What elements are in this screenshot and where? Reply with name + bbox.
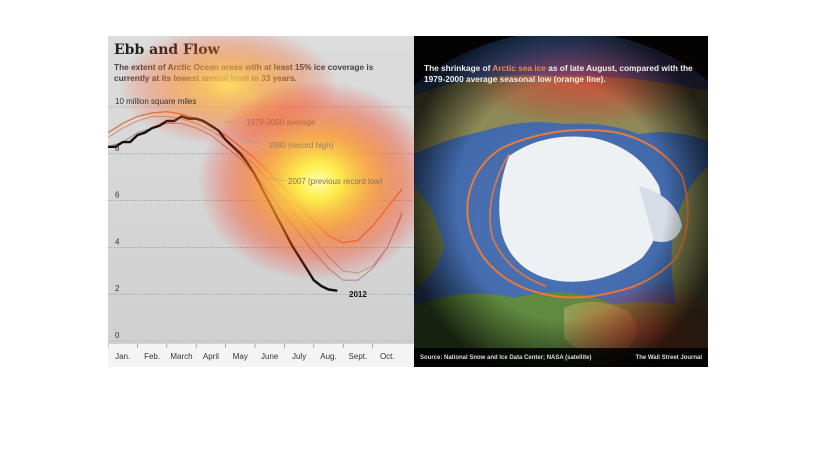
x-tick-label: July bbox=[292, 352, 306, 361]
heat-spot-main bbox=[198, 81, 414, 281]
chart-panel: Ebb and Flow The extent of Arctic Ocean … bbox=[108, 36, 414, 367]
line-chart: 0 2 4 6 8 10 million square miles 1979-2000 av… bbox=[108, 36, 414, 367]
map-caption-text-2: as of late August, compared with the 197… bbox=[424, 63, 693, 84]
series-label-record_high: 1980 (record high) bbox=[268, 141, 334, 150]
series-label-record_low: 2007 (previous record low) bbox=[288, 177, 383, 186]
x-tick-label: Aug. bbox=[320, 352, 336, 361]
x-tick-label: June bbox=[261, 352, 279, 361]
y-tick-label: 6 bbox=[115, 191, 120, 200]
x-tick-label: Jan. bbox=[115, 352, 130, 361]
series-label-average: 1979-2000 average bbox=[246, 118, 316, 127]
map-caption: The shrinkage of Arctic sea ice as of la… bbox=[424, 63, 702, 85]
series-leader-record_low bbox=[267, 177, 287, 182]
map-caption-highlight: Arctic sea ice bbox=[492, 63, 546, 73]
map-credit: The Wall Street Journal bbox=[635, 355, 702, 361]
x-tick-label: Sept. bbox=[349, 352, 368, 361]
month-axis-bar bbox=[108, 344, 414, 367]
y-tick-label: 2 bbox=[115, 284, 120, 293]
series-label-year_2012: 2012 bbox=[349, 290, 367, 299]
month-axis: Jan. Feb. March April May June July Aug. Sept. Oc… bbox=[108, 344, 395, 361]
x-tick-label: Feb. bbox=[144, 352, 160, 361]
series-leader-record_high bbox=[242, 139, 267, 146]
y-tick-label: 10 million square miles bbox=[115, 97, 196, 106]
label-layer: 0 2 4 6 8 10 million square miles 1979-2000 av… bbox=[115, 97, 383, 340]
x-tick-label: April bbox=[203, 352, 219, 361]
x-tick-label: May bbox=[233, 352, 248, 361]
map-caption-text-1: The shrinkage of bbox=[424, 63, 493, 73]
x-tick-label: Oct. bbox=[380, 352, 395, 361]
arctic-map bbox=[414, 36, 708, 367]
x-tick-label: March bbox=[170, 352, 192, 361]
map-source: Source: National Snow and Ice Data Cente… bbox=[420, 355, 592, 361]
heatmap-overlay bbox=[118, 36, 414, 281]
y-tick-label: 4 bbox=[115, 237, 120, 246]
map-panel: The shrinkage of Arctic sea ice as of la… bbox=[414, 36, 708, 367]
y-tick-label: 8 bbox=[115, 144, 120, 153]
y-tick-label: 0 bbox=[115, 331, 120, 340]
